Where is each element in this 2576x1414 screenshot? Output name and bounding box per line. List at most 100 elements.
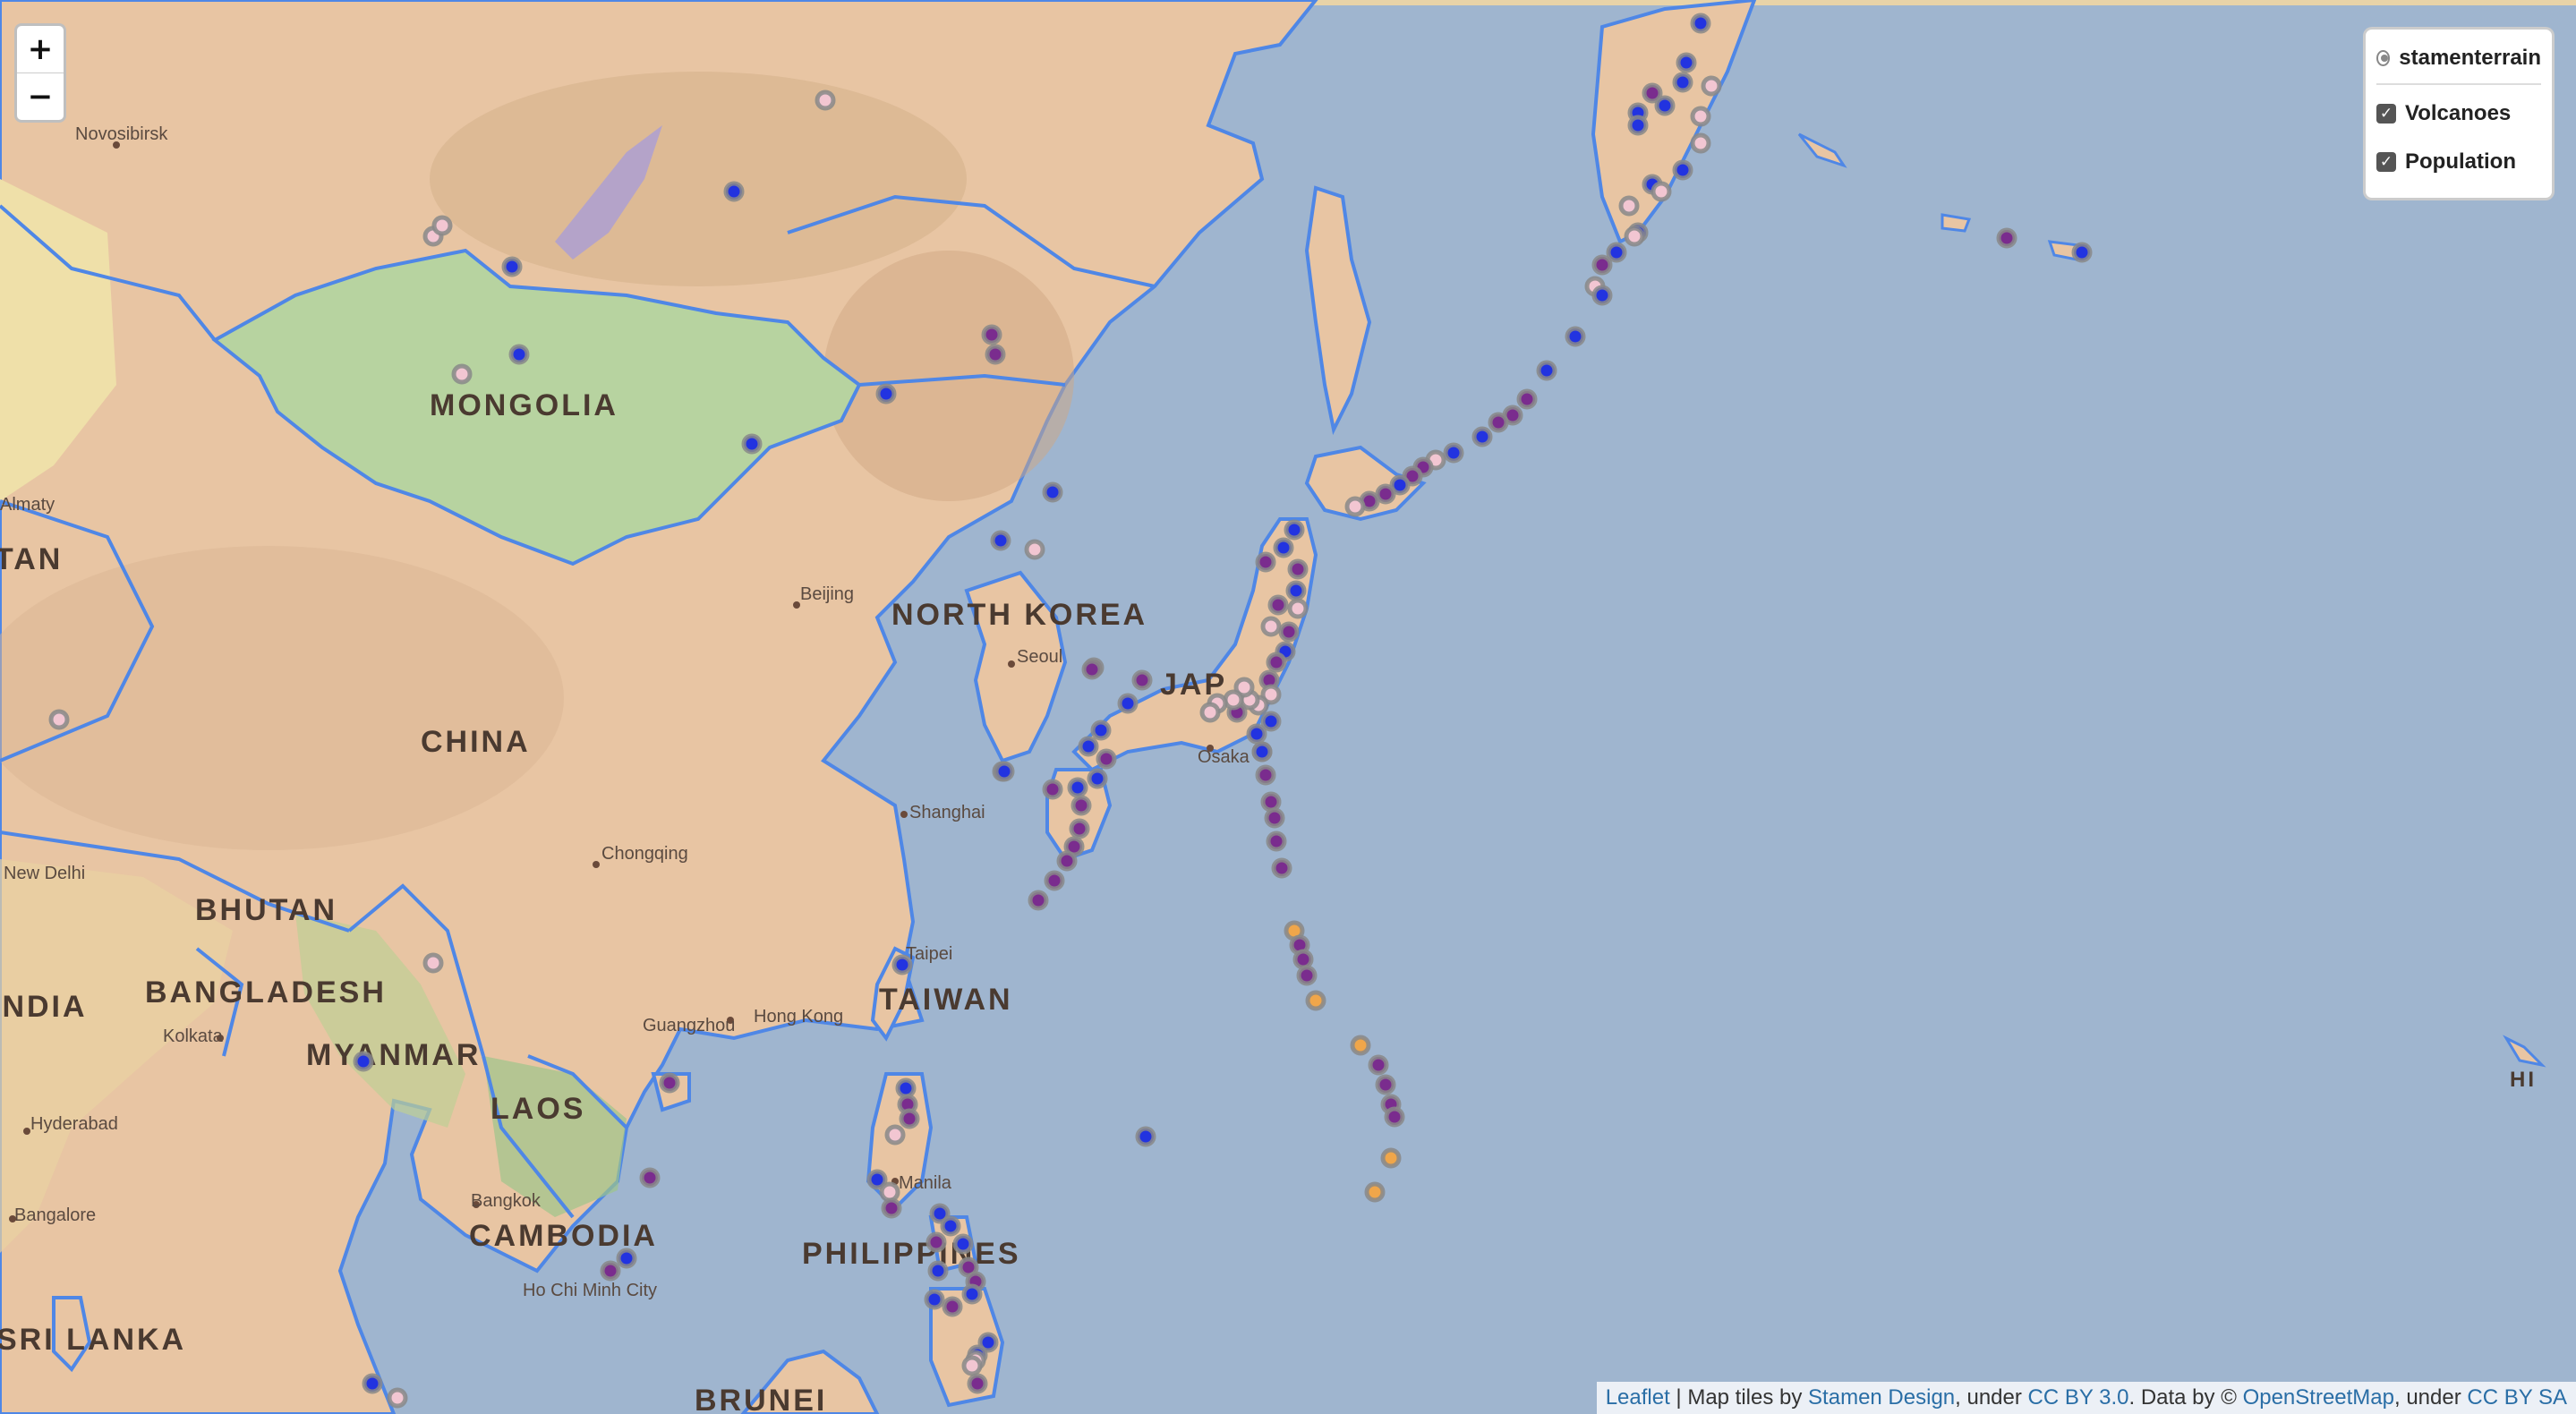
volcano-marker[interactable] [362,1373,383,1394]
volcano-marker[interactable] [1260,711,1282,732]
volcano-marker[interactable] [1624,226,1645,247]
volcano-marker[interactable] [1078,736,1099,757]
volcano-marker[interactable] [616,1248,637,1269]
volcano-marker[interactable] [422,952,444,974]
volcano-marker[interactable] [1067,777,1088,798]
volcano-marker[interactable] [1471,426,1493,447]
volcano-marker[interactable] [451,363,473,385]
volcano-marker[interactable] [431,215,453,236]
volcano-marker[interactable] [1024,539,1045,560]
volcano-marker[interactable] [1199,702,1221,723]
volcano-marker[interactable] [1384,1106,1405,1128]
volcano-marker[interactable] [1701,75,1722,97]
volcano-marker[interactable] [2071,242,2093,263]
volcano-marker[interactable] [1042,481,1063,503]
volcano-marker[interactable] [659,1072,680,1094]
volcano-marker[interactable] [879,1181,900,1203]
volcano-marker[interactable] [1266,652,1287,673]
volcano-marker[interactable] [1266,831,1287,852]
volcano-marker[interactable] [1287,598,1309,619]
volcano-marker[interactable] [1264,807,1285,829]
volcano-marker[interactable] [1375,483,1396,505]
volcano-marker[interactable] [353,1051,374,1072]
volcano-marker[interactable] [1260,791,1282,813]
volcano-marker[interactable] [925,1231,947,1253]
volcano-marker[interactable] [1246,723,1267,745]
volcano-marker[interactable] [1642,82,1663,104]
volcano-marker[interactable] [961,1355,983,1376]
volcano-marker[interactable] [1223,689,1244,711]
volcano-marker[interactable] [1654,95,1676,116]
volcano-marker[interactable] [1375,1074,1396,1095]
volcano-marker[interactable] [639,1167,661,1188]
volcano-marker[interactable] [1536,360,1557,381]
cc-by-sa-link[interactable]: CC BY SA [2467,1385,2567,1410]
volcano-marker[interactable] [1056,850,1078,872]
volcano-marker[interactable] [1251,741,1273,762]
volcano-marker[interactable] [1488,412,1509,433]
volcano-marker[interactable] [1233,677,1255,698]
overlay-option-population[interactable]: ✓ Population [2376,146,2541,178]
volcano-marker[interactable] [1273,537,1294,558]
volcano-marker[interactable] [1364,1181,1386,1203]
volcano-marker[interactable] [48,709,70,730]
volcano-marker[interactable] [1565,326,1586,347]
volcano-marker[interactable] [1284,519,1305,541]
volcano-marker[interactable] [899,1108,920,1129]
volcano-marker[interactable] [1690,106,1711,127]
volcano-marker[interactable] [952,1233,974,1255]
volcano-marker[interactable] [1368,1054,1389,1076]
volcano-marker[interactable] [723,181,745,202]
volcano-marker[interactable] [1690,13,1711,34]
volcano-marker[interactable] [1260,616,1282,637]
volcano-marker[interactable] [994,761,1015,782]
volcano-marker[interactable] [1028,890,1049,911]
volcano-marker[interactable] [1096,748,1117,770]
volcano-marker[interactable] [942,1296,963,1317]
base-layer-option[interactable]: stamenterrain [2376,42,2541,74]
volcano-marker[interactable] [1350,1035,1371,1056]
volcano-marker[interactable] [741,433,763,455]
volcano-marker[interactable] [1081,659,1103,680]
stamen-link[interactable]: Stamen Design [1808,1385,1956,1410]
volcano-marker[interactable] [1278,621,1300,643]
volcano-marker[interactable] [1690,132,1711,154]
checkbox-icon[interactable]: ✓ [2376,152,2396,172]
volcano-marker[interactable] [1380,1147,1402,1169]
cc-by-link[interactable]: CC BY 3.0 [2027,1385,2129,1410]
volcano-marker[interactable] [985,344,1006,365]
volcano-marker[interactable] [977,1332,999,1353]
volcano-marker[interactable] [895,1078,917,1099]
volcano-marker[interactable] [1042,779,1063,800]
volcano-marker[interactable] [1135,1126,1156,1147]
volcano-marker[interactable] [924,1289,945,1310]
volcano-marker[interactable] [1255,764,1276,786]
volcano-marker[interactable] [1344,496,1366,517]
volcano-marker[interactable] [508,344,530,365]
volcano-marker[interactable] [1676,52,1697,73]
volcano-marker[interactable] [866,1169,888,1190]
volcano-marker[interactable] [501,256,523,277]
volcano-marker[interactable] [927,1260,949,1282]
zoom-in-button[interactable]: + [27,31,54,67]
overlay-option-volcanoes[interactable]: ✓ Volcanoes [2376,98,2541,130]
volcano-marker[interactable] [1267,594,1289,616]
volcano-marker[interactable] [1070,795,1092,816]
volcano-marker[interactable] [1271,857,1292,879]
volcano-marker[interactable] [875,383,897,405]
volcano-marker[interactable] [1292,949,1314,970]
volcano-marker[interactable] [1627,115,1649,136]
volcano-marker[interactable] [1260,684,1282,705]
volcano-marker[interactable] [1672,159,1693,181]
volcano-marker[interactable] [961,1283,983,1305]
volcano-marker[interactable] [990,530,1011,551]
volcano-marker[interactable] [1287,558,1309,580]
volcano-marker[interactable] [1069,818,1090,839]
leaflet-link[interactable]: Leaflet [1605,1385,1670,1410]
volcano-marker[interactable] [1117,693,1139,714]
volcano-marker[interactable] [1672,72,1693,93]
volcano-marker[interactable] [1651,181,1672,202]
volcano-marker[interactable] [929,1203,951,1224]
volcano-marker[interactable] [884,1124,906,1146]
